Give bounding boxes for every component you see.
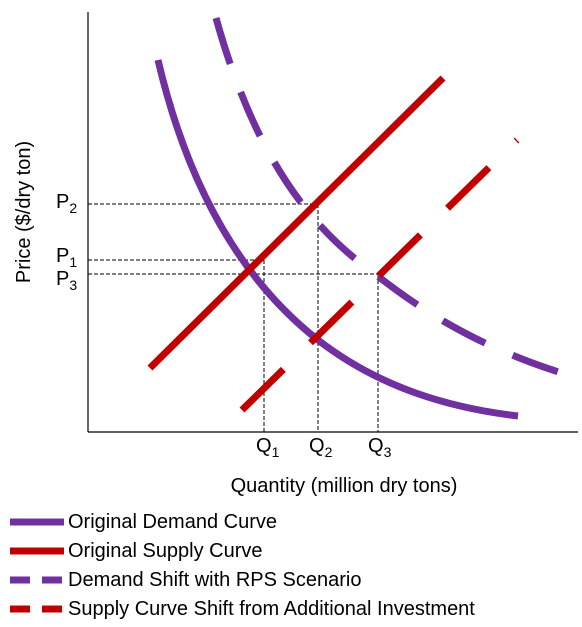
legend-item-demand-shift: Demand Shift with RPS Scenario	[0, 566, 582, 594]
legend-label: Original Supply Curve	[68, 540, 263, 562]
legend-item-original-supply: Original Supply Curve	[0, 537, 582, 565]
price-tick-p3: P3	[56, 268, 77, 293]
legend-label: Demand Shift with RPS Scenario	[68, 569, 362, 591]
legend-swatch-dashed-red	[10, 605, 64, 613]
legend-item-original-demand: Original Demand Curve	[0, 508, 582, 536]
quantity-tick-q3: Q3	[368, 435, 392, 460]
price-tick-p1: P1	[56, 245, 77, 270]
legend-label: Supply Curve Shift from Additional Inves…	[68, 598, 475, 620]
demand-shift-curve	[212, 17, 579, 382]
y-axis-title: Price ($/dry ton)	[13, 141, 35, 283]
price-tick-p2: P2	[56, 191, 77, 216]
quantity-tick-q2: Q2	[309, 435, 333, 460]
original-demand-curve	[154, 59, 519, 420]
legend-item-supply-shift: Supply Curve Shift from Additional Inves…	[0, 595, 582, 623]
legend-swatch-solid-red	[10, 547, 64, 555]
supply-shift-curve	[239, 137, 520, 413]
original-supply-curve	[147, 75, 446, 371]
supply-demand-diagram: P2 P1 P3 Q1 Q2 Q3 Quantity (million dry …	[13, 12, 579, 497]
legend-swatch-dashed-purple	[10, 576, 64, 584]
quantity-tick-q1: Q1	[256, 435, 280, 460]
x-axis-title: Quantity (million dry tons)	[231, 475, 458, 497]
legend-label: Original Demand Curve	[68, 511, 277, 533]
legend-swatch-solid-purple	[10, 518, 64, 526]
equilibrium-guides	[88, 203, 379, 432]
